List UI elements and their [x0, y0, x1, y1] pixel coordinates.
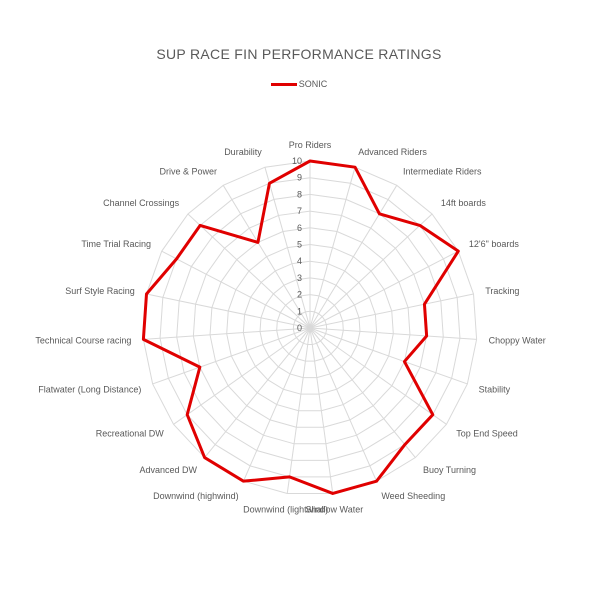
- axis-spoke: [173, 327, 311, 425]
- legend: SONIC: [0, 79, 598, 89]
- axis-spoke: [146, 293, 311, 329]
- axis-spoke: [264, 167, 311, 329]
- axis-spoke: [309, 167, 356, 329]
- series-layer: [141, 159, 460, 495]
- category-label: Downwind (highwind): [153, 491, 239, 501]
- chart-title: SUP RACE FIN PERFORMANCE RATINGS: [156, 46, 442, 62]
- grid-ring-5: [226, 243, 394, 412]
- axis-spoke: [309, 293, 474, 329]
- grid-ring-7: [192, 210, 428, 445]
- category-label: Durability: [224, 147, 262, 157]
- category-label: Shallow Water: [306, 504, 364, 514]
- category-label: Pro Riders: [289, 140, 332, 150]
- axis-spoke: [243, 327, 311, 482]
- category-label: Advanced Riders: [358, 147, 427, 157]
- grid-ring-1: [292, 310, 328, 346]
- tick-label: 2: [297, 290, 302, 300]
- category-label: Flatwater (Long Distance): [38, 384, 141, 394]
- grid-ring-4: [242, 260, 378, 395]
- series-line-sonic: [141, 159, 460, 495]
- grid-ring-6: [209, 227, 411, 428]
- axis-spoke: [309, 327, 377, 482]
- category-label: Advanced DW: [140, 465, 198, 475]
- legend-swatch-sonic: [270, 82, 297, 86]
- tick-label: 1: [297, 306, 302, 316]
- category-label: Weed Sheeding: [381, 491, 445, 501]
- axis-spoke: [143, 327, 311, 340]
- category-label: Buoy Turning: [423, 465, 476, 475]
- category-label: Recreational DW: [96, 429, 165, 439]
- grid-ring-3: [259, 277, 361, 379]
- category-labels: Pro Riders Advanced Riders Intermediate Ri…: [35, 140, 545, 514]
- axis-spoke: [204, 327, 311, 458]
- category-label: Downwind (lightwind): [243, 504, 328, 514]
- axis-spoke: [309, 327, 447, 425]
- tick-label: 6: [297, 223, 302, 233]
- tick-label: 5: [297, 240, 302, 250]
- category-label: Stability: [479, 384, 511, 394]
- category-label: Surf Style Racing: [65, 286, 135, 296]
- axis-spoke: [309, 213, 433, 329]
- axis-spoke: [309, 327, 416, 458]
- axis-spoke: [309, 327, 334, 494]
- category-label: Time Trial Racing: [81, 239, 151, 249]
- axis-spoke: [187, 213, 311, 329]
- category-label: Intermediate Riders: [403, 167, 482, 177]
- axis-spoke: [309, 250, 459, 329]
- tick-label: 0: [297, 323, 302, 333]
- tick-label: 7: [297, 206, 302, 216]
- grid-ring-2: [276, 294, 344, 362]
- axis-spoke: [309, 327, 477, 340]
- category-label: Top End Speed: [456, 429, 518, 439]
- axis-spoke: [309, 185, 398, 329]
- axis-spoke: [309, 327, 468, 385]
- axis-spoke: [222, 185, 311, 329]
- tick-label: 8: [297, 189, 302, 199]
- axis-spoke: [152, 327, 311, 385]
- grid-ring-8: [176, 193, 444, 461]
- category-label: 14ft boards: [441, 198, 487, 208]
- grid-ring-10: [142, 160, 478, 494]
- category-label: Channel Crossings: [103, 198, 180, 208]
- category-label: 12'6" boards: [469, 239, 519, 249]
- category-label: Technical Course racing: [35, 335, 131, 345]
- axis-spoke: [161, 250, 311, 329]
- tick-label: 10: [292, 156, 302, 166]
- tick-label: 9: [297, 173, 302, 183]
- category-label: Tracking: [485, 286, 519, 296]
- legend-label-sonic: SONIC: [298, 79, 328, 89]
- radial-tick-labels: 0 1 2 3 4 5 6 7 8 9 10: [292, 156, 302, 333]
- tick-label: 3: [297, 273, 302, 283]
- tick-label: 4: [297, 256, 302, 266]
- category-label: Drive & Power: [159, 167, 217, 177]
- axis-spoke: [286, 327, 311, 494]
- category-label: Choppy Water: [489, 335, 546, 345]
